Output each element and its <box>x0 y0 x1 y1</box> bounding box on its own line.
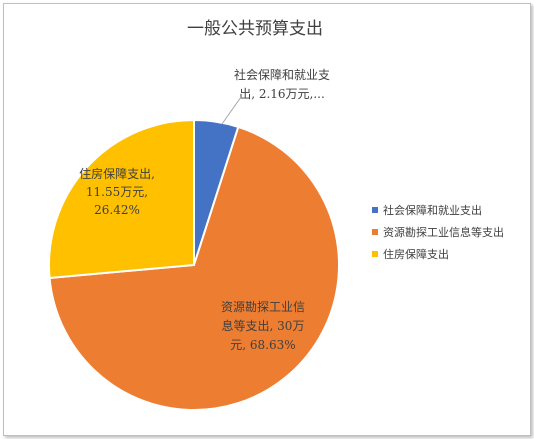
data-label-3: 住房保障支出, 11.55万元, 26.42% <box>79 166 155 217</box>
legend-swatch-1 <box>372 207 378 213</box>
pie-slice-3 <box>48 118 195 280</box>
data-label-line: 26.42% <box>94 203 140 217</box>
legend-label-1: 社会保障和就业支出 <box>383 203 482 217</box>
data-label-2: 资源勘探工业信息等支出, 30万元, 68.63% <box>221 300 305 352</box>
pie-slices <box>48 118 340 411</box>
data-label-line: 住房保障支出, <box>79 166 155 181</box>
legend-label-3: 住房保障支出 <box>383 247 449 261</box>
data-label-line: 11.55万元, <box>86 185 148 199</box>
data-label-1: 社会保障和就业支出, 2.16万元,... <box>234 67 330 101</box>
data-label-line: 出, 2.16万元,... <box>239 87 325 101</box>
legend-label-2: 资源勘探工业信息等支出 <box>383 225 504 239</box>
data-label-line: 社会保障和就业支 <box>234 67 330 82</box>
pie-slice-2 <box>48 125 340 411</box>
legend-swatch-2 <box>372 229 378 235</box>
chart-title: 一般公共预算支出 <box>187 19 323 39</box>
data-labels: 社会保障和就业支出, 2.16万元,... 资源勘探工业信息等支出, 30万元, … <box>79 67 330 352</box>
leader-line <box>221 96 242 125</box>
data-label-line: 元, 68.63% <box>230 338 295 352</box>
legend-swatch-3 <box>372 251 378 257</box>
data-label-line: 息等支出, 30万 <box>222 318 305 333</box>
data-label-line: 资源勘探工业信 <box>221 300 305 314</box>
